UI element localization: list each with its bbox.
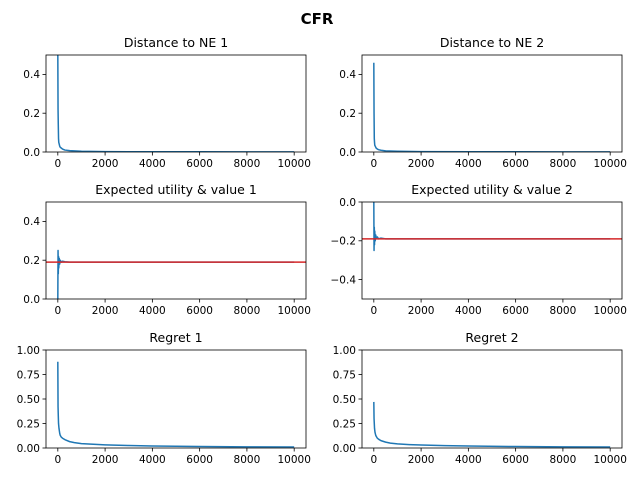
subplot-title: Regret 2 (465, 330, 518, 345)
y-tick-label: 0.50 (333, 394, 356, 406)
x-tick-label: 8000 (550, 158, 577, 170)
y-tick-label: 0.2 (339, 108, 356, 120)
x-tick-label: 10000 (593, 454, 626, 466)
y-tick-label: −0.2 (331, 236, 357, 248)
x-tick-label: 4000 (139, 158, 166, 170)
axes-frame (361, 349, 623, 449)
x-tick-label: 0 (54, 454, 61, 466)
y-tick-label: 0.25 (333, 418, 356, 430)
x-tick-label: 8000 (234, 454, 261, 466)
figure-title: CFR (301, 10, 334, 28)
x-tick-label: 4000 (455, 454, 482, 466)
x-tick-label: 10000 (593, 305, 626, 317)
subplot-5: Regret 1 0 2000 4000 6000 8000 10000 0.00 0.25 0.… (17, 330, 311, 466)
y-tick-label: 0.0 (23, 147, 40, 159)
subplots: Distance to NE 1 0 2000 4000 6000 8000 10000 0.… (17, 35, 627, 466)
y-tick-label: 1.00 (17, 345, 40, 357)
x-tick-label: 8000 (550, 454, 577, 466)
plot-area (57, 55, 295, 152)
y-tick-label: 0.4 (23, 69, 40, 81)
x-tick-label: 6000 (186, 305, 213, 317)
x-tick-label: 10000 (277, 158, 310, 170)
axes-frame (361, 54, 623, 153)
y-tick-label: 0.4 (23, 216, 40, 228)
x-tick-label: 2000 (408, 454, 435, 466)
y-tick-label: 0.2 (23, 255, 40, 267)
y-tick-label: 0.50 (17, 394, 40, 406)
series-line (57, 361, 295, 448)
plot-area (46, 249, 306, 299)
subplot-6: Regret 2 0 2000 4000 6000 8000 10000 0.00 0.25 0.… (333, 330, 627, 466)
series-line (57, 249, 295, 299)
x-tick-label: 2000 (92, 158, 119, 170)
plot-area (373, 62, 611, 152)
x-tick-label: 6000 (502, 158, 529, 170)
x-tick-label: 0 (54, 305, 61, 317)
plot-area (57, 361, 295, 448)
subplot-4: Expected utility & value 2 0 2000 4000 6000 8… (331, 182, 627, 317)
x-tick-label: 4000 (139, 454, 166, 466)
subplot-3: Expected utility & value 1 0 2000 4000 6000 8… (23, 182, 311, 317)
x-tick-label: 8000 (234, 158, 261, 170)
series-line (57, 55, 295, 152)
subplot-title: Expected utility & value 2 (411, 182, 573, 197)
x-tick-label: 0 (370, 305, 377, 317)
x-tick-label: 6000 (186, 158, 213, 170)
x-tick-label: 6000 (502, 305, 529, 317)
y-tick-label: 0.00 (17, 443, 40, 455)
series-line (373, 401, 611, 448)
x-tick-label: 4000 (139, 305, 166, 317)
series-line (373, 202, 611, 252)
y-tick-label: 0.75 (333, 369, 356, 381)
axes-frame (45, 349, 307, 449)
x-tick-label: 2000 (92, 305, 119, 317)
x-tick-label: 2000 (408, 305, 435, 317)
subplot-title: Distance to NE 2 (440, 35, 544, 50)
x-tick-label: 0 (370, 454, 377, 466)
x-tick-label: 4000 (455, 158, 482, 170)
axes-frame (45, 201, 307, 300)
x-tick-label: 10000 (593, 158, 626, 170)
x-tick-label: 8000 (234, 305, 261, 317)
subplot-2: Distance to NE 2 0 2000 4000 6000 8000 10000 0.… (339, 35, 627, 170)
x-tick-label: 10000 (277, 454, 310, 466)
axes-frame (45, 54, 307, 153)
y-tick-label: 0.25 (17, 418, 40, 430)
y-tick-label: 0.4 (339, 69, 356, 81)
y-tick-label: 0.0 (23, 294, 40, 306)
x-tick-label: 8000 (550, 305, 577, 317)
y-tick-label: 1.00 (333, 345, 356, 357)
subplot-1: Distance to NE 1 0 2000 4000 6000 8000 10000 0.… (23, 35, 311, 170)
axes-frame (361, 201, 623, 300)
series-line (373, 62, 611, 152)
y-tick-label: 0.00 (333, 443, 356, 455)
y-tick-label: −0.4 (331, 274, 357, 286)
plot-area (373, 401, 611, 448)
y-tick-label: 0.2 (23, 108, 40, 120)
x-tick-label: 0 (370, 158, 377, 170)
x-tick-label: 2000 (92, 454, 119, 466)
y-tick-label: 0.0 (339, 197, 356, 209)
y-tick-label: 0.0 (339, 147, 356, 159)
subplot-title: Expected utility & value 1 (95, 182, 257, 197)
subplot-title: Regret 1 (149, 330, 202, 345)
x-tick-label: 2000 (408, 158, 435, 170)
y-tick-label: 0.75 (17, 369, 40, 381)
x-tick-label: 0 (54, 158, 61, 170)
x-tick-label: 10000 (277, 305, 310, 317)
subplot-title: Distance to NE 1 (124, 35, 228, 50)
x-tick-label: 6000 (502, 454, 529, 466)
x-tick-label: 6000 (186, 454, 213, 466)
x-tick-label: 4000 (455, 305, 482, 317)
plot-area (362, 202, 622, 252)
